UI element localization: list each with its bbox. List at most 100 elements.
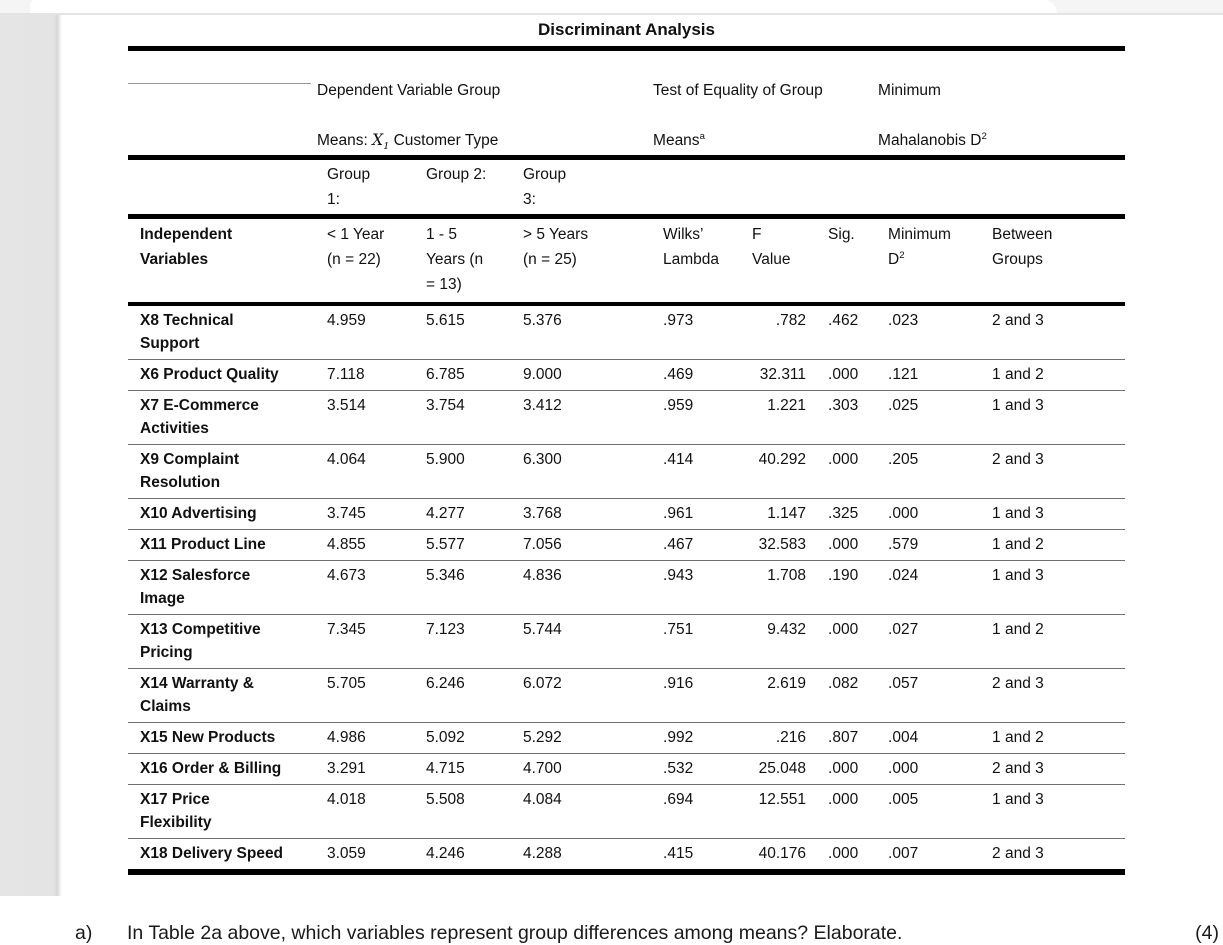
cell-g1: 7.345 (327, 621, 366, 638)
cell-min_d: .023 (888, 312, 919, 329)
cell-wilks: .694 (663, 791, 694, 808)
cell-wilks: .959 (663, 397, 694, 414)
cell-between: 1 and 2 (992, 536, 1044, 553)
cell-wilks: .467 (663, 536, 694, 553)
cell-g2: 5.346 (426, 567, 465, 584)
document-page: Discriminant Analysis Dependent Variable… (62, 15, 1223, 944)
cell-g2: 5.577 (426, 536, 465, 553)
cell-between: 2 and 3 (992, 845, 1044, 862)
cell-variable: X8 Technical Support (140, 312, 234, 352)
cell-g3: 5.744 (523, 621, 562, 638)
cell-variable: X12 Salesforce Image (140, 567, 251, 607)
question-label: a) (75, 922, 93, 944)
empty-cell (818, 158, 878, 217)
cell-variable: X11 Product Line (140, 536, 266, 553)
cell-g3: 4.700 (523, 760, 562, 777)
cell-min_d: .005 (888, 791, 919, 808)
cell-min_d: .205 (888, 451, 919, 468)
cell-f: .782 (775, 312, 807, 329)
cell-wilks: .973 (663, 312, 694, 329)
cell-sig: .000 (828, 791, 859, 808)
question-text: In Table 2a above, which variables repre… (127, 922, 903, 944)
cell-wilks: .415 (663, 845, 694, 862)
group-span-header-row: Dependent Variable Group Means: X1 Custo… (128, 49, 1126, 158)
table-row: X12 Salesforce Image 4.673 5.346 4.836 .943 1… (128, 561, 1126, 615)
mahal-header-sup: 2 (981, 130, 987, 142)
table-title: Discriminant Analysis (538, 20, 715, 39)
cell-g3: 9.000 (523, 366, 562, 383)
stub-header-cell (128, 49, 317, 158)
between-groups-header: Between Groups (992, 226, 1053, 268)
dependent-variable-group-header: Dependent Variable Group Means: X1 Custo… (317, 49, 653, 158)
cell-g2: 5.508 (426, 791, 465, 808)
cell-g2: 7.123 (426, 621, 465, 638)
test-equality-group-header: Test of Equality of Group Meansa (653, 49, 878, 158)
cell-g2: 6.785 (426, 366, 465, 383)
cell-wilks: .916 (663, 675, 694, 692)
table-row: X16 Order & Billing 3.291 4.715 4.700 .532 25… (128, 754, 1126, 785)
cell-sig: .462 (828, 312, 859, 329)
cell-g3: 5.376 (523, 312, 562, 329)
viewer-content: Discriminant Analysis Dependent Variable… (0, 15, 1223, 944)
empty-cell (878, 158, 982, 217)
group2-label: Group 2: (426, 166, 487, 183)
cell-g3: 7.056 (523, 536, 562, 553)
wilks-lambda-header: Wilks’ Lambda (663, 226, 720, 268)
cell-sig: .000 (828, 621, 859, 638)
cell-between: 2 and 3 (992, 312, 1044, 329)
cell-g2: 5.900 (426, 451, 465, 468)
cell-between: 2 and 3 (992, 451, 1044, 468)
cell-g2: 4.277 (426, 505, 465, 522)
dep-header-line2-suffix: Customer Type (389, 132, 499, 149)
test-header-line1: Test of Equality of Group (653, 82, 823, 99)
cell-g1: 4.855 (327, 536, 366, 553)
independent-variables-header: Independent Variables (140, 226, 233, 268)
table-row: X15 New Products 4.986 5.092 5.292 .992 .216.… (128, 723, 1126, 754)
minimum-d2-line1: Minimum (888, 226, 951, 243)
cell-wilks: .469 (663, 366, 694, 383)
cell-g3: 3.768 (523, 505, 562, 522)
cell-f: 32.583 (758, 536, 807, 553)
cell-min_d: .057 (888, 675, 919, 692)
minimum-d2-sup: 2 (899, 249, 905, 261)
discriminant-analysis-table: Dependent Variable Group Means: X1 Custo… (128, 46, 1126, 875)
cell-between: 1 and 3 (992, 791, 1044, 808)
mahalanobis-group-header: Minimum Mahalanobis D2 (878, 49, 1125, 158)
cell-sig: .807 (828, 729, 859, 746)
cell-g2: 5.615 (426, 312, 465, 329)
cell-g1: 7.118 (327, 366, 365, 383)
table-body: X8 Technical Support 4.959 5.615 5.376 .973.… (128, 304, 1126, 872)
table-row: X14 Warranty & Claims 5.705 6.246 6.072 .916… (128, 669, 1126, 723)
table-row: X11 Product Line 4.855 5.577 7.056 .467 32.58… (128, 530, 1126, 561)
dep-header-x-variable: X (372, 131, 384, 149)
cell-f: 1.708 (767, 567, 807, 584)
cell-sig: .190 (828, 567, 859, 584)
cell-g1: 4.986 (327, 729, 366, 746)
cell-f: 40.176 (758, 845, 807, 862)
cell-wilks: .751 (663, 621, 694, 638)
gt5years-header: > 5 Years (n = 25) (523, 226, 589, 268)
stub-underline (128, 53, 311, 84)
group1-label: Group 1: (327, 166, 371, 208)
cell-between: 1 and 3 (992, 397, 1044, 414)
table-row: X13 Competitive Pricing 7.345 7.123 5.744 .7… (128, 615, 1126, 669)
cell-g1: 4.018 (327, 791, 366, 808)
cell-g3: 6.072 (523, 675, 562, 692)
cell-sig: .000 (828, 451, 859, 468)
cell-sig: .000 (828, 536, 859, 553)
cell-min_d: .121 (888, 366, 919, 383)
cell-f: 32.311 (759, 366, 807, 383)
cell-sig: .000 (828, 845, 859, 862)
cell-min_d: .579 (888, 536, 919, 553)
minimum-d2-header: Minimum D2 (878, 217, 982, 305)
cell-g1: 3.514 (327, 397, 366, 414)
mahal-header-line1: Minimum (878, 82, 941, 99)
cell-wilks: .943 (663, 567, 694, 584)
cell-variable: X14 Warranty & Claims (140, 675, 254, 715)
table-row: X9 Complaint Resolution 4.064 5.900 6.300 .4… (128, 445, 1126, 499)
empty-cell (653, 158, 740, 217)
group3-label: Group 3: (523, 166, 567, 208)
cell-sig: .000 (828, 760, 859, 777)
column-header-row: Independent Variables < 1 Year (n = 22) … (128, 217, 1126, 305)
cell-min_d: .027 (888, 621, 919, 638)
